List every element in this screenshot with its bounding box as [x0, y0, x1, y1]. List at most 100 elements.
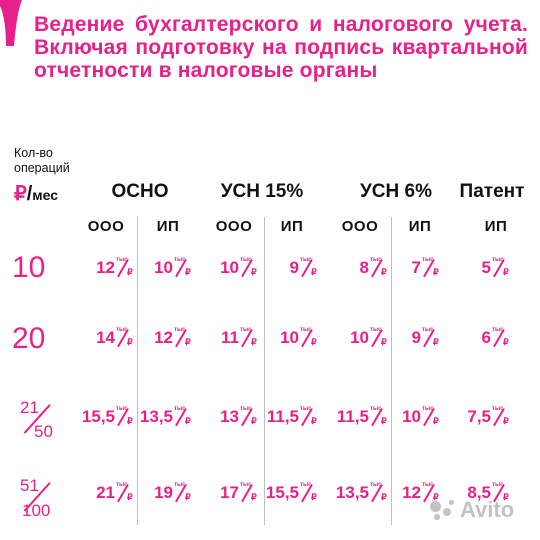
ruble-icon: ₽ [14, 183, 27, 205]
subheader-osno-ip: ИП [156, 218, 180, 235]
ruble-icon: ₽ [381, 267, 387, 277]
page-title: Ведение бухгалтерского и налогового учет… [34, 13, 528, 82]
thousand-label: тыс [422, 482, 434, 488]
price-value: 13,5 [139, 407, 173, 426]
ruble-icon: ₽ [251, 416, 257, 426]
price-cell: 10 тыс ₽ [402, 403, 440, 431]
thousand-label: тыс [174, 482, 186, 488]
price-value: 5 [481, 258, 491, 277]
price-cell: 11,5 тыс ₽ [337, 403, 388, 431]
thousand-rubles-unit: тыс ₽ [492, 481, 510, 505]
ruble-icon: ₽ [503, 492, 509, 502]
ruble-icon: ₽ [503, 337, 509, 347]
thousand-rubles-unit: тыс ₽ [422, 481, 440, 505]
thousand-label: тыс [422, 257, 434, 263]
row-label-21-50: 21 50 [10, 398, 66, 448]
thousand-label: тыс [174, 327, 186, 333]
thousand-rubles-unit: тыс ₽ [422, 256, 440, 280]
thousand-label: тыс [174, 257, 186, 263]
thousand-rubles-unit: тыс ₽ [370, 256, 388, 280]
thousand-rubles-unit: тыс ₽ [300, 405, 318, 429]
thousand-rubles-unit: тыс ₽ [370, 481, 388, 505]
thousand-rubles-unit: тыс ₽ [492, 405, 510, 429]
thousand-rubles-unit: тыс ₽ [174, 405, 192, 429]
row-label-51-100-to: 100 [22, 501, 51, 520]
price-value: 11,5 [266, 407, 299, 426]
price-value: 9 [289, 258, 299, 277]
price-cell: 10 тыс ₽ [220, 254, 258, 282]
price-value: 19 [154, 483, 173, 502]
column-divider [137, 217, 138, 525]
price-cell: 8,5 тыс ₽ [467, 479, 510, 507]
thousand-label: тыс [116, 257, 128, 263]
group-header-patent: Патент [459, 181, 525, 202]
column-divider [391, 217, 392, 525]
price-value: 8 [359, 258, 369, 277]
column-divider [264, 217, 265, 525]
price-unit-label: ₽/мес [14, 181, 58, 206]
ruble-icon: ₽ [381, 337, 387, 347]
thousand-label: тыс [240, 257, 252, 263]
thousand-label: тыс [370, 257, 382, 263]
thousand-label: тыс [116, 482, 128, 488]
row-label-51-100-from: 51 [20, 476, 39, 495]
avito-watermark: Avito [430, 497, 514, 523]
price-value: 11 [221, 328, 239, 347]
subheader-usn15-ip: ИП [280, 218, 304, 235]
price-value: 13 [220, 407, 239, 426]
ruble-icon: ₽ [433, 492, 439, 502]
thousand-rubles-unit: тыс ₽ [370, 405, 388, 429]
unit-slash: / [26, 183, 33, 205]
row-label-21-50-to: 50 [34, 422, 53, 441]
thousand-label: тыс [492, 406, 504, 412]
thousand-label: тыс [370, 482, 382, 488]
price-cell: 17 тыс ₽ [220, 479, 258, 507]
row-label-10: 10 [12, 251, 46, 284]
thousand-rubles-unit: тыс ₽ [492, 326, 510, 350]
price-value: 10 [350, 328, 369, 347]
price-value: 14 [96, 328, 115, 347]
ruble-icon: ₽ [311, 337, 317, 347]
ruble-icon: ₽ [503, 416, 509, 426]
row-label-20: 20 [12, 322, 46, 355]
thousand-label: тыс [300, 257, 312, 263]
thousand-rubles-unit: тыс ₽ [116, 326, 134, 350]
price-cell: 10 тыс ₽ [280, 324, 318, 352]
ruble-icon: ₽ [311, 416, 317, 426]
thousand-rubles-unit: тыс ₽ [174, 326, 192, 350]
thousand-rubles-unit: тыс ₽ [300, 326, 318, 350]
operations-axis-label: Кол-во операций [14, 146, 70, 176]
thousand-rubles-unit: тыс ₽ [174, 481, 192, 505]
accent-decoration [0, 0, 22, 46]
price-cell: 11 тыс ₽ [221, 324, 258, 352]
row-label-51-100: 51 100 [8, 476, 68, 528]
thousand-label: тыс [492, 482, 504, 488]
avito-logo-text: Avito [460, 497, 515, 522]
price-value: 11,5 [336, 407, 369, 426]
thousand-rubles-unit: тыс ₽ [492, 256, 510, 280]
group-header-usn15: УСН 15% [220, 181, 304, 202]
thousand-label: тыс [240, 327, 252, 333]
thousand-rubles-unit: тыс ₽ [240, 256, 258, 280]
price-cell: 15,5 тыс ₽ [266, 479, 318, 507]
ruble-icon: ₽ [127, 492, 133, 502]
thousand-rubles-unit: тыс ₽ [116, 481, 134, 505]
price-value: 6 [481, 328, 491, 347]
thousand-label: тыс [422, 406, 434, 412]
avito-dots-icon [430, 499, 456, 521]
thousand-label: тыс [422, 327, 434, 333]
thousand-label: тыс [492, 257, 504, 263]
price-value: 17 [220, 483, 239, 502]
price-cell: 12 тыс ₽ [154, 324, 192, 352]
thousand-rubles-unit: тыс ₽ [174, 256, 192, 280]
thousand-label: тыс [300, 327, 312, 333]
price-value: 9 [411, 328, 421, 347]
thousand-label: тыс [370, 406, 382, 412]
thousand-rubles-unit: тыс ₽ [370, 326, 388, 350]
price-value: 12 [402, 483, 421, 502]
price-value: 10 [280, 328, 299, 347]
price-cell: 13,5 тыс ₽ [336, 479, 388, 507]
group-header-osno: ОСНО [111, 181, 169, 202]
ruble-icon: ₽ [185, 337, 191, 347]
thousand-rubles-unit: тыс ₽ [116, 256, 134, 280]
